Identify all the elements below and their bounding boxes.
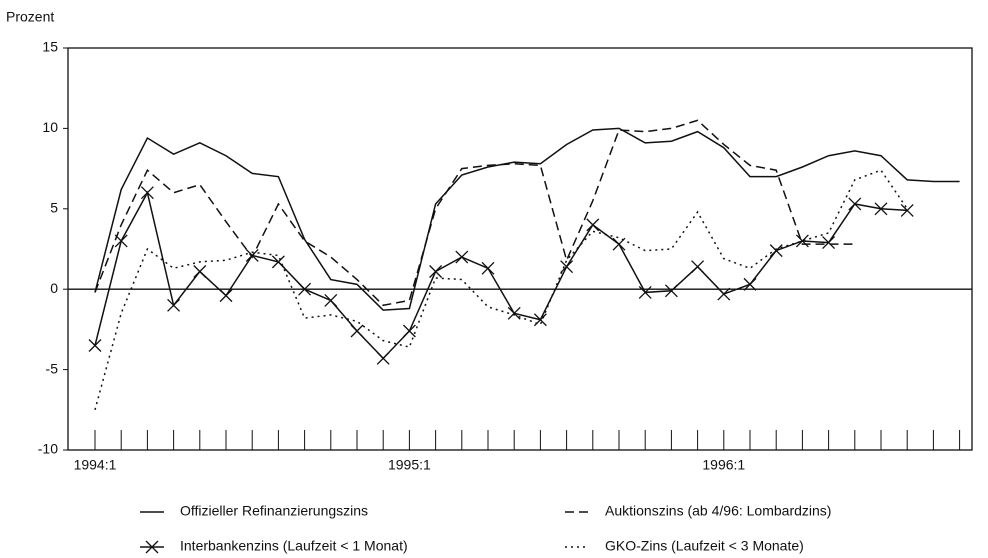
x-marker: [429, 265, 443, 278]
x-marker: [245, 248, 259, 262]
x-marker: [638, 285, 652, 299]
x-marker: [874, 202, 888, 216]
x-marker: [507, 306, 521, 320]
x-marker: [114, 234, 128, 248]
legend-label: Offizieller Refinanzierungszins: [180, 503, 368, 519]
x-marker: [376, 351, 390, 365]
legend-label: Auktionszins (ab 4/96: Lombardzins): [605, 503, 831, 519]
x-marker: [822, 236, 836, 250]
x-marker: [167, 298, 181, 312]
legend-label: GKO-Zins (Laufzeit < 3 Monate): [605, 538, 804, 554]
x-marker: [324, 293, 338, 307]
x-marker: [586, 218, 600, 232]
x-marker: [350, 324, 364, 338]
x-marker: [664, 284, 678, 298]
y-axis-label: Prozent: [6, 9, 54, 25]
legend-label: Interbankenzins (Laufzeit < 1 Monat): [180, 538, 408, 554]
x-marker: [298, 282, 312, 296]
y-tick-label: 10: [42, 119, 58, 135]
x-marker: [795, 234, 809, 248]
legend-marker: [145, 540, 159, 554]
x-marker: [271, 255, 285, 269]
x-marker: [193, 265, 207, 278]
x-marker: [900, 203, 914, 217]
x-tick-label: 1995:1: [388, 457, 431, 473]
y-tick-label: -10: [38, 441, 58, 457]
y-tick-label: 5: [50, 200, 58, 216]
x-marker: [691, 260, 705, 274]
x-marker: [88, 339, 102, 352]
x-marker: [219, 289, 233, 303]
x-marker: [560, 260, 574, 274]
x-marker: [769, 244, 783, 258]
series-line: [94, 190, 908, 360]
plot-frame: [67, 47, 973, 451]
x-marker: [533, 313, 547, 327]
x-marker: [402, 324, 416, 338]
series-line: [94, 169, 908, 410]
x-marker: [481, 261, 495, 275]
x-marker: [717, 287, 731, 301]
x-marker: [848, 197, 862, 211]
series-line: [94, 127, 960, 311]
x-marker: [743, 277, 757, 291]
y-tick-label: 15: [42, 39, 58, 55]
x-tick-label: 1996:1: [702, 457, 745, 473]
x-marker: [455, 250, 469, 264]
y-tick-label: 0: [50, 280, 58, 296]
x-marker: [140, 186, 154, 200]
series-line: [94, 119, 855, 307]
x-tick-label: 1994:1: [74, 457, 117, 473]
y-tick-label: -5: [46, 360, 59, 376]
